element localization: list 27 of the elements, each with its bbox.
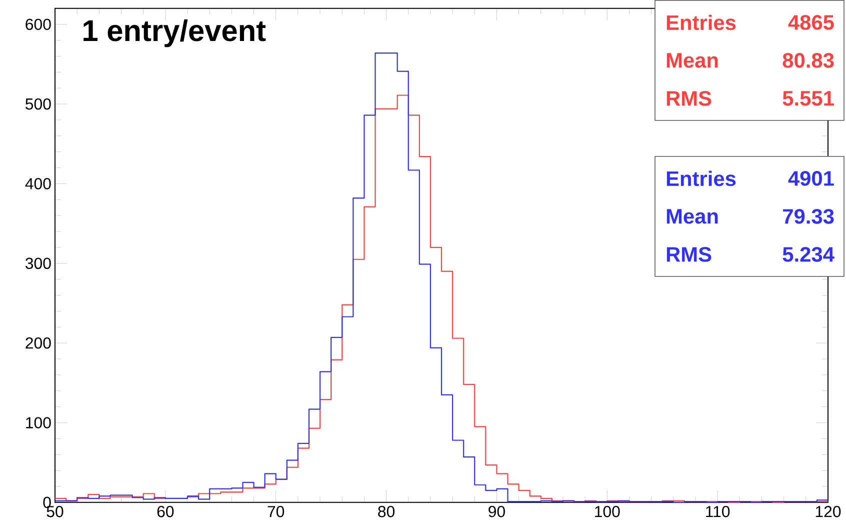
x-tick-label: 70 xyxy=(268,506,284,518)
annotation: 4901 xyxy=(788,170,834,186)
y-tick-label: 500 xyxy=(26,98,51,110)
x-tick-label: 60 xyxy=(157,506,174,518)
y-tick-label: 100 xyxy=(26,416,51,428)
x-tick-label: 100 xyxy=(595,506,620,518)
x-tick-label: 110 xyxy=(706,506,730,518)
x-tick-label: 120 xyxy=(816,506,841,518)
annotation: 5.551 xyxy=(782,90,834,106)
y-tick-label: 200 xyxy=(26,337,51,348)
annotation: Entries xyxy=(666,170,736,186)
x-tick-label: 80 xyxy=(378,506,395,518)
x-tick-label: 90 xyxy=(488,506,505,518)
y-tick-label: 300 xyxy=(26,258,51,269)
y-tick-label: 600 xyxy=(26,18,51,30)
annotation: Mean xyxy=(666,52,718,68)
annotation: 79.33 xyxy=(783,208,834,224)
annotation: 5.234 xyxy=(782,246,834,262)
x-tick-label: 50 xyxy=(46,506,64,518)
annotation: RMS xyxy=(666,246,712,262)
annotation: Entries xyxy=(666,14,736,30)
annotation: RMS xyxy=(666,90,712,106)
annotation: 80.83 xyxy=(782,52,834,68)
chart-title: 1 entry/event xyxy=(84,19,266,47)
y-tick-label: 400 xyxy=(25,178,51,190)
annotation: 4865 xyxy=(788,14,834,30)
annotation: Mean xyxy=(666,208,718,224)
